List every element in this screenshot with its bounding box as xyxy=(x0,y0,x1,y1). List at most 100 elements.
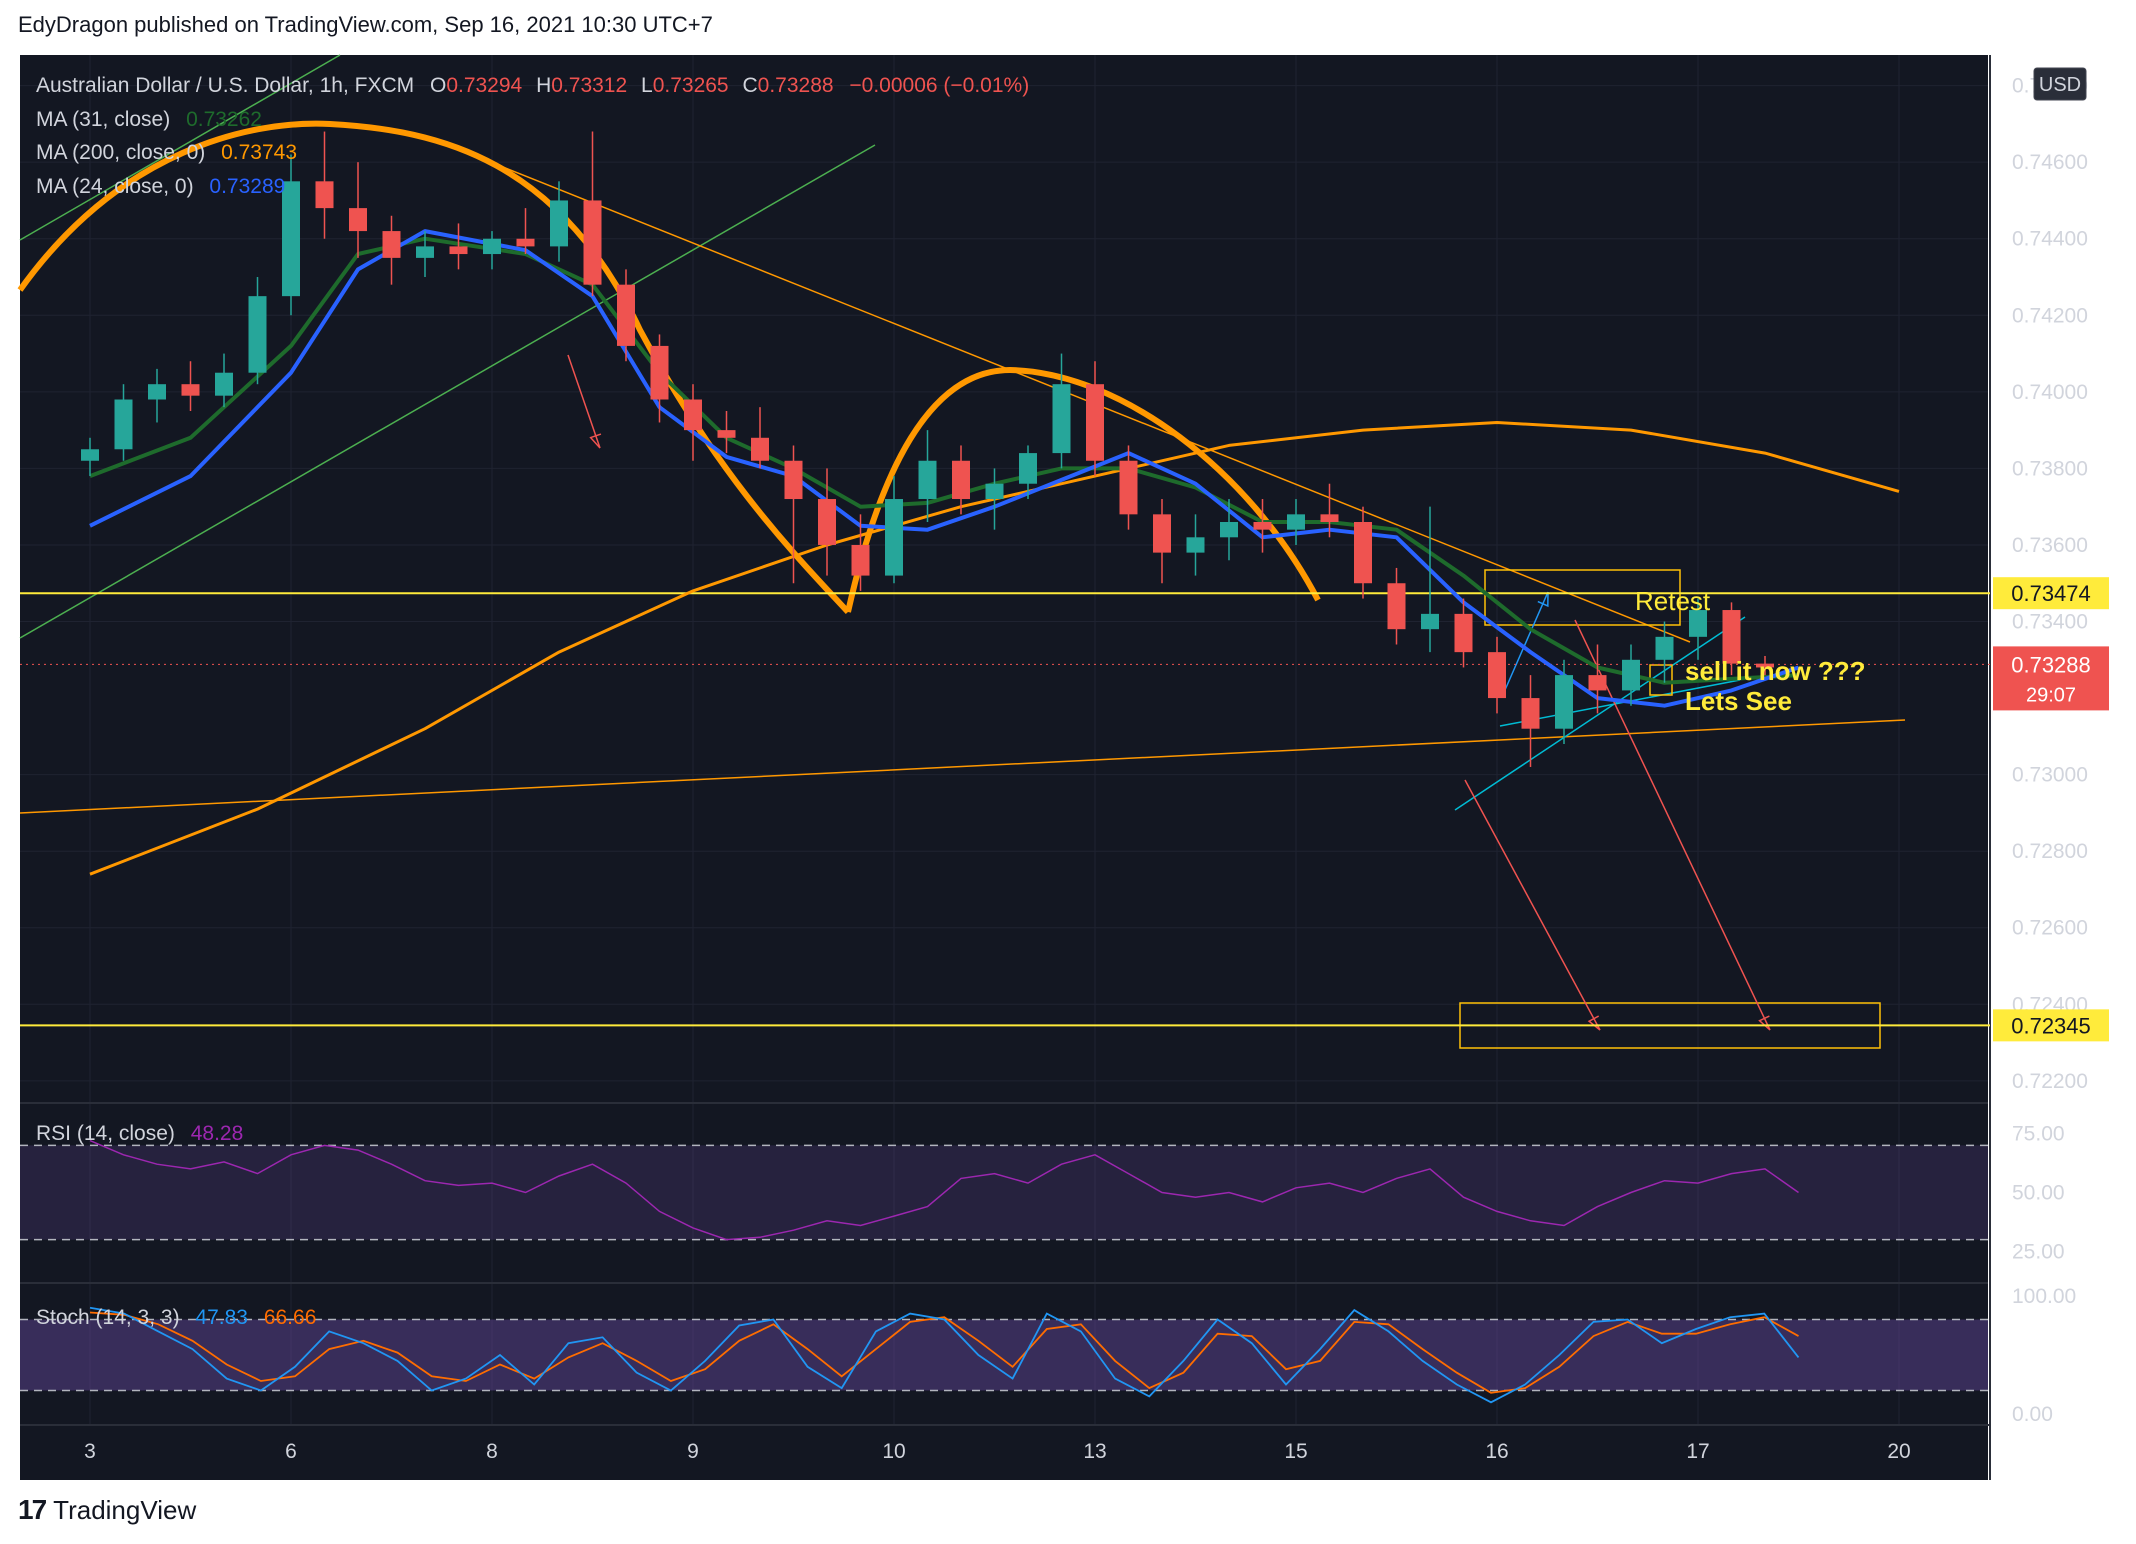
x-tick-label: 6 xyxy=(285,1440,297,1463)
candle-body xyxy=(1722,610,1741,664)
arc-right-top xyxy=(845,366,1321,613)
candle-body xyxy=(1119,460,1138,515)
annotation-lets-see[interactable]: Lets See xyxy=(1685,686,1792,716)
legend-h-key: H xyxy=(536,74,551,97)
candle-body xyxy=(349,208,367,232)
y-tick-label: 0.74000 xyxy=(2012,381,2088,404)
legend-ma200-label: MA (200, close, 0) xyxy=(36,141,205,164)
legend-ma24-label: MA (24, close, 0) xyxy=(36,175,194,198)
footer-brand: TradingView xyxy=(53,1494,197,1525)
y-tick-label: 0.72600 xyxy=(2012,917,2088,940)
candle-body xyxy=(1655,636,1674,660)
legend-l-key: L xyxy=(641,74,653,97)
x-tick-label: 15 xyxy=(1284,1440,1307,1463)
legend-ma31-label: MA (31, close) xyxy=(36,108,170,131)
candle-body xyxy=(1086,384,1104,461)
legend-stoch[interactable]: Stoch (14, 3, 3) 47.83 66.66 xyxy=(36,1306,316,1329)
y-tick-label: 0.73000 xyxy=(2012,764,2088,787)
candle-body xyxy=(1588,675,1607,691)
arc-left-top xyxy=(17,120,851,615)
legend-ma31: MA (31, close) 0.73262 xyxy=(36,108,262,131)
candles-layer xyxy=(81,131,1774,767)
rsi-tick-label: 50.00 xyxy=(2012,1182,2065,1205)
candle-body xyxy=(583,200,602,285)
legend-c-value: 0.73288 xyxy=(758,74,834,97)
annotation-sell-it-now[interactable]: sell it now ??? xyxy=(1685,656,1866,686)
x-tick-label: 20 xyxy=(1887,1440,1910,1463)
x-tick-label: 13 xyxy=(1083,1440,1106,1463)
candle-body xyxy=(81,449,99,461)
candle-body xyxy=(516,238,535,247)
last-price-badge xyxy=(1993,646,2109,711)
level-badge xyxy=(1993,577,2109,610)
x-tick-label: 16 xyxy=(1485,1440,1508,1463)
legend-c-key: C xyxy=(742,74,757,97)
candle-body xyxy=(952,460,970,500)
stoch-panel[interactable]: 100.00 0.00 xyxy=(20,1285,2076,1426)
candle-body xyxy=(449,246,468,255)
arrow-down-2 xyxy=(1574,619,1771,1031)
level-badge-label: 0.72345 xyxy=(2011,1013,2091,1038)
candle-body xyxy=(918,460,937,500)
x-tick-label: 9 xyxy=(687,1440,699,1463)
x-tick-label: 8 xyxy=(486,1440,498,1463)
rsi-band xyxy=(20,1145,1988,1240)
legend-change: −0.00006 (−0.01%) xyxy=(849,74,1029,97)
currency-badge[interactable] xyxy=(2033,67,2087,101)
legend-ma24: MA (24, close, 0) 0.73289 xyxy=(36,175,285,198)
legend-o-key: O xyxy=(430,74,446,97)
candle-body xyxy=(382,231,401,258)
legend-stoch-label: Stoch (14, 3, 3) xyxy=(36,1306,180,1329)
countdown-label: 29:07 xyxy=(2026,684,2076,706)
rsi-panel[interactable]: 75.00 50.00 25.00 xyxy=(20,1123,2065,1264)
y-tick-label: 0.72200 xyxy=(2012,1070,2088,1093)
candle-body xyxy=(617,284,635,346)
candle-body xyxy=(1019,453,1037,484)
retest-zone xyxy=(1484,569,1681,626)
candle-body xyxy=(1689,610,1707,637)
y-tick-label: 0.74200 xyxy=(2012,304,2088,327)
legend-o-value: 0.73294 xyxy=(446,74,522,97)
stoch-k-line xyxy=(89,1306,1800,1404)
x-tick-label: 17 xyxy=(1686,1440,1709,1463)
candle-body xyxy=(985,483,1004,500)
candle-body xyxy=(1052,384,1071,454)
legend-rsi[interactable]: RSI (14, close) 48.28 xyxy=(36,1122,243,1145)
tradingview-logo-icon: 17 xyxy=(18,1494,47,1525)
stoch-tick-label: 100.00 xyxy=(2012,1285,2076,1308)
candle-body xyxy=(885,499,903,576)
candle-body xyxy=(215,372,233,396)
candle-body xyxy=(751,437,769,461)
last-price-label: 0.73288 xyxy=(2011,652,2091,677)
candle-body xyxy=(483,238,501,255)
x-tick-label: 10 xyxy=(882,1440,905,1463)
annotation-retest[interactable]: Retest xyxy=(1635,586,1711,616)
legend-stoch-d-value: 66.66 xyxy=(264,1306,317,1329)
price-badges: 0.73474 0.72345 0.73288 29:07 xyxy=(1993,577,2109,1042)
drawings-layer[interactable] xyxy=(17,54,1990,1049)
stoch-tick-label: 0.00 xyxy=(2012,1403,2053,1426)
legend[interactable]: Australian Dollar / U.S. Dollar, 1h, FXC… xyxy=(36,74,1029,198)
candle-body xyxy=(148,384,166,400)
rsi-tick-label: 25.00 xyxy=(2012,1240,2065,1263)
candle-body xyxy=(1320,514,1339,522)
y-tick-label: 0.72800 xyxy=(2012,840,2088,863)
candle-body xyxy=(650,345,669,400)
published-header: EdyDragon published on TradingView.com, … xyxy=(18,12,713,37)
y-tick-label: 0.74600 xyxy=(2012,151,2088,174)
level-badge xyxy=(1993,1009,2109,1042)
candle-body xyxy=(1253,521,1272,530)
legend-symbol: Australian Dollar / U.S. Dollar, 1h, FXC… xyxy=(36,74,414,97)
legend-ma24-value: 0.73289 xyxy=(209,175,285,198)
rising-line-lower xyxy=(1499,679,1741,727)
rising-support-line xyxy=(1454,616,1746,811)
candle-body xyxy=(1220,521,1238,538)
candle-body xyxy=(416,246,434,258)
time-axis[interactable]: 3 6 8 9 10 13 15 16 17 20 xyxy=(84,1440,1911,1463)
legend-stoch-k-value: 47.83 xyxy=(195,1306,248,1329)
legend-symbol-line: Australian Dollar / U.S. Dollar, 1h, FXC… xyxy=(36,74,1029,97)
candle-body xyxy=(1521,698,1540,729)
currency-label: USD xyxy=(2039,74,2081,96)
legend-ma31-value: 0.73262 xyxy=(186,108,262,131)
